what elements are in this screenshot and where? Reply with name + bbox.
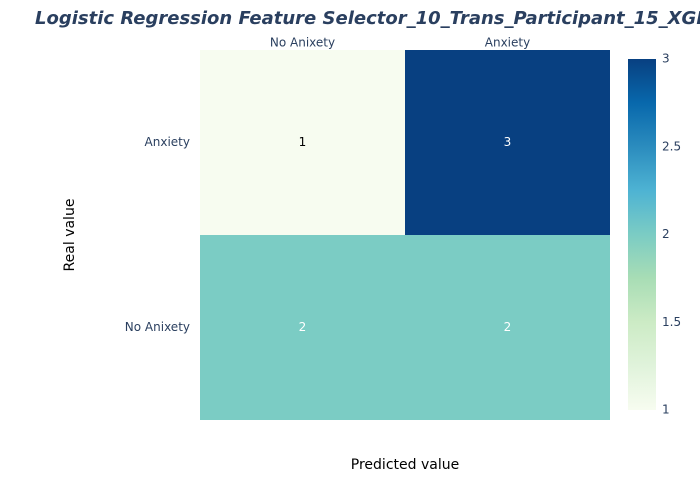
colorbar-tick-label: 1.5 [662, 315, 681, 329]
heatmap-cell [200, 235, 405, 420]
cell-label: 3 [504, 135, 512, 149]
heatmap-cell [200, 50, 405, 235]
colorbar-tick-label: 2.5 [662, 139, 681, 153]
y-tick-label: Anxiety [145, 135, 190, 149]
colorbar-tick-label: 2 [662, 227, 670, 241]
y-axis-title: Real value [62, 199, 78, 272]
cell-label: 1 [299, 135, 307, 149]
heatmap-cell [405, 235, 610, 420]
x-tick-label: Anxiety [485, 36, 530, 50]
heatmap-cell [405, 50, 610, 235]
cell-label: 2 [504, 320, 512, 334]
x-tick-label: No Anixety [270, 36, 335, 50]
x-axis-title: Predicted value [351, 457, 459, 473]
colorbar-tick-label: 3 [662, 52, 670, 66]
y-tick-label: No Anixety [125, 320, 190, 334]
colorbar-tick-label: 1 [662, 403, 670, 417]
cell-label: 2 [299, 320, 307, 334]
colorbar [628, 59, 656, 410]
chart-title: Logistic Regression Feature Selector_10_… [35, 8, 700, 29]
